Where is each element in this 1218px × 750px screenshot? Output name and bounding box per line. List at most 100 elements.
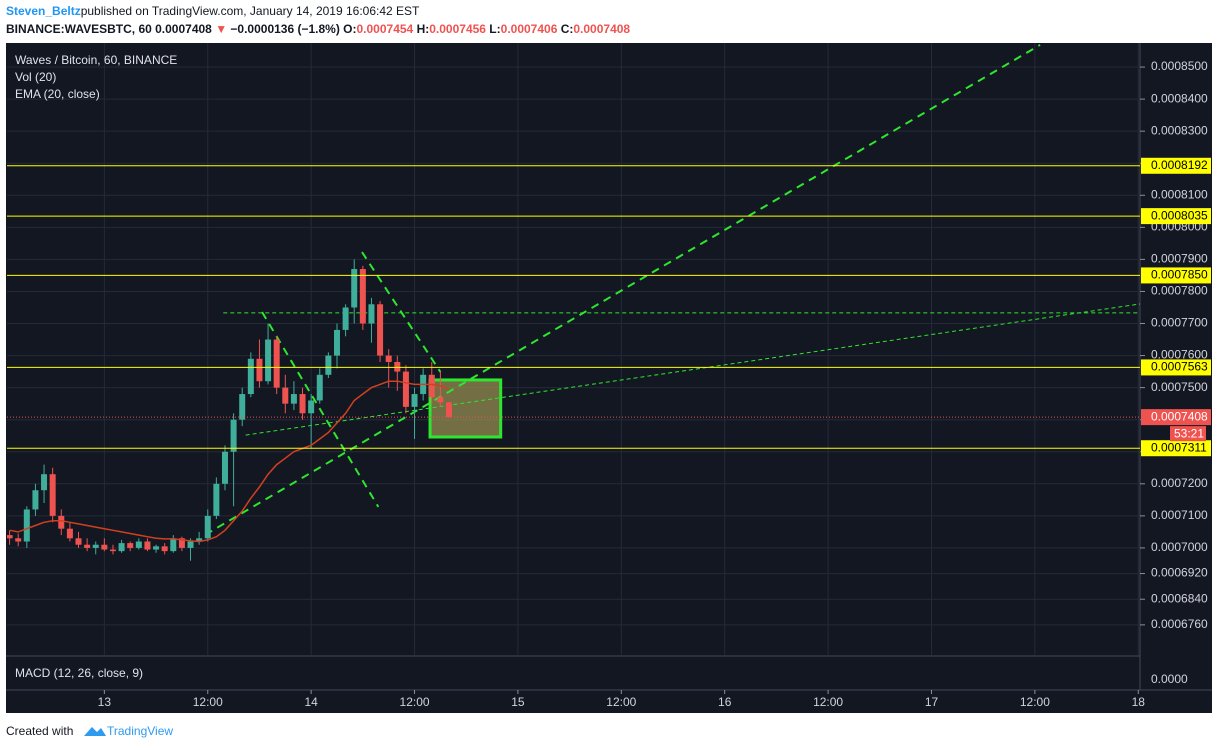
candle-body (230, 419, 237, 452)
y-tick-label: 0.0007600 (1151, 348, 1208, 362)
x-tick-label: 17 (925, 695, 939, 709)
quote-part: 0.0007406 (501, 22, 558, 36)
candle-body (32, 490, 39, 510)
candle-body (15, 538, 22, 542)
footer-brand[interactable]: TradingView (107, 724, 173, 738)
candle-body (299, 394, 306, 414)
candle-body (170, 538, 177, 552)
chart-background (6, 43, 1212, 713)
y-tick-label: 0.0006920 (1151, 566, 1208, 580)
candle-body (437, 397, 444, 403)
level-label-box (1141, 208, 1211, 225)
candle-body (325, 355, 332, 375)
candle-body (359, 269, 366, 324)
x-tick-label: 13 (98, 695, 112, 709)
candle-body (333, 329, 340, 356)
y-tick-label: 0.0008400 (1151, 91, 1208, 105)
quote-part: L: (486, 22, 501, 36)
chart-title: Waves / Bitcoin, 60, BINANCE (15, 53, 177, 67)
candle-body (351, 269, 358, 308)
countdown: 53:21 (1174, 426, 1204, 440)
candle-body (84, 544, 91, 548)
y-tick-label: 0.0007700 (1151, 316, 1208, 330)
candle-body (153, 546, 160, 550)
candle-body (445, 402, 452, 418)
last-price-label: 0.0007408 (1151, 409, 1208, 423)
candle-body (187, 541, 194, 548)
level-label: 0.0007311 (1151, 440, 1207, 454)
y-tick-label: 0.0006840 (1151, 591, 1208, 605)
x-tick-label: 12:00 (813, 695, 843, 709)
macd-label: MACD (12, 26, close, 9) (15, 666, 143, 680)
candle-body (402, 371, 409, 407)
indicator-label: EMA (20, close) (15, 87, 100, 101)
indicator-label: Vol (20) (15, 70, 56, 84)
quote-part: C: (557, 22, 573, 36)
y-tick-label: 0.0007800 (1151, 284, 1208, 298)
level-label: 0.0007563 (1151, 360, 1208, 374)
candle-body (213, 483, 220, 516)
y-tick-label: 0.0008100 (1151, 187, 1208, 201)
author[interactable]: Steven_Beltz (6, 4, 81, 18)
y-tick-label: 0.0007500 (1151, 380, 1208, 394)
trendline (361, 251, 442, 373)
level-label: 0.0008192 (1151, 158, 1208, 172)
x-tick-label: 15 (511, 695, 525, 709)
quote-part: ▼ (215, 22, 227, 36)
candle-body (101, 544, 108, 550)
y-tick-label: 0.0008300 (1151, 123, 1208, 137)
candle-body (411, 394, 418, 407)
quote-part: −0.0000136 (−1.8%) O: (227, 22, 356, 36)
trendline (245, 303, 1140, 436)
candle-body (273, 339, 280, 388)
candle-body (58, 515, 65, 529)
candle-body (109, 549, 116, 552)
level-label-box (1141, 440, 1211, 457)
plot (7, 43, 1140, 655)
x-tick-label: 12:00 (1020, 695, 1050, 709)
quote-part: 0.0007408 (573, 22, 630, 36)
candle-body (75, 538, 82, 545)
candle-body (239, 394, 246, 420)
x-tick-label: 14 (304, 695, 318, 709)
candle-body (161, 546, 168, 552)
candle-body (144, 541, 151, 550)
level-label-box (1141, 157, 1211, 174)
candle-body (282, 387, 289, 404)
level-label-box (1141, 267, 1211, 284)
candle-body (377, 304, 384, 356)
candle-body (49, 474, 56, 516)
macd-zero-label: 0.0000 (1151, 672, 1188, 686)
candle-body (368, 304, 375, 324)
candle-body (92, 544, 99, 548)
x-tick-label: 12:00 (606, 695, 636, 709)
level-label-box (1141, 359, 1211, 376)
y-tick-label: 0.0007000 (1151, 540, 1208, 554)
y-tick-label: 0.0007200 (1151, 476, 1208, 490)
trendline (261, 311, 380, 508)
quote-part: 0.0007456 (429, 22, 486, 36)
candle-body (265, 339, 272, 382)
candle-body (196, 538, 203, 542)
candle-body (41, 474, 48, 491)
candle-body (135, 541, 142, 548)
candle-body (178, 538, 185, 548)
y-tick-label: 0.0008500 (1151, 59, 1208, 73)
candle-body (7, 535, 13, 539)
candle-body (308, 400, 315, 414)
logo (84, 727, 106, 736)
candle-body (342, 307, 349, 330)
x-tick-label: 18 (1132, 695, 1146, 709)
candle-body (204, 515, 211, 539)
quote-part: 0.0007454 (357, 22, 414, 36)
last-price-box (1141, 409, 1211, 426)
candle-body (290, 394, 297, 404)
quote-part: H: (413, 22, 429, 36)
candle-body (256, 358, 263, 382)
candle-body (385, 355, 392, 362)
y-tick-label: 0.0006760 (1151, 617, 1208, 631)
target-box (428, 378, 503, 439)
candle-body (316, 374, 323, 401)
candle-body (118, 543, 125, 552)
